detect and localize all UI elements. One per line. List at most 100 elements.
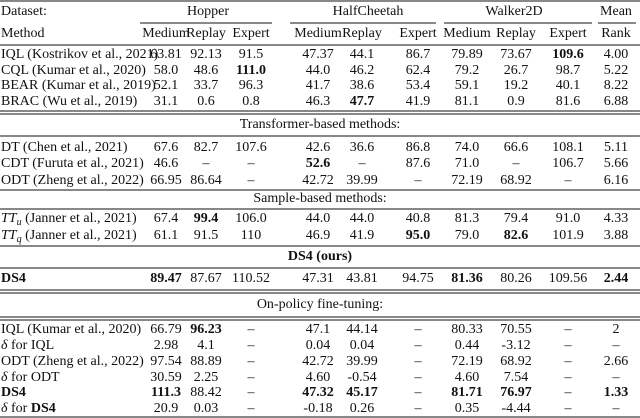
cell: 0.35 — [455, 401, 480, 416]
method-run: (Janner et al., 2021) — [22, 228, 137, 243]
method-run: BEAR (Kumar et al., 2019) — [1, 78, 156, 93]
cell: 73.67 — [500, 47, 532, 62]
cell: – — [414, 322, 423, 337]
cell: 74.0 — [455, 140, 480, 155]
cell: 39.99 — [346, 354, 378, 369]
column-label: Replay — [186, 26, 226, 41]
cell: 41.7 — [306, 78, 331, 93]
cell: – — [564, 401, 573, 416]
cell: 0.04 — [350, 338, 375, 353]
cell: 45.17 — [346, 385, 378, 400]
method-name: IQL (Kumar et al., 2020) — [1, 322, 142, 337]
cell: 111.3 — [151, 385, 181, 400]
cell: 3.88 — [604, 228, 629, 243]
group-name: Walker2D — [485, 4, 542, 19]
cell: – — [564, 354, 573, 369]
cell: 41.9 — [350, 228, 375, 243]
cell: 81.3 — [455, 211, 480, 226]
method-name: ODT (Zheng et al., 2022) — [1, 354, 144, 369]
cell: 106.7 — [552, 156, 584, 171]
method-run: δ — [1, 401, 8, 416]
cell: – — [612, 338, 621, 353]
cell: 1.33 — [604, 385, 629, 400]
cell: 101.9 — [552, 228, 584, 243]
method-name: DT (Chen et al., 2021) — [1, 140, 128, 155]
section-title: Transformer-based methods: — [240, 117, 401, 132]
cell: 0.04 — [306, 338, 331, 353]
method-name: TTq (Janner et al., 2021) — [1, 228, 137, 245]
cell: – — [247, 385, 256, 400]
cell: 97.54 — [150, 354, 182, 369]
cell: 71.0 — [455, 156, 480, 171]
method-name: DS4 — [1, 271, 26, 286]
cell: 44.1 — [350, 47, 375, 62]
method-run: q — [17, 234, 22, 245]
cell: 94.75 — [402, 271, 434, 286]
cell: 52.1 — [154, 78, 179, 93]
cell: – — [247, 370, 256, 385]
cell: – — [414, 385, 423, 400]
cell: 81.1 — [455, 94, 480, 109]
cell: – — [247, 322, 256, 337]
cell: 79.0 — [455, 228, 480, 243]
method-run: DS4 — [31, 401, 56, 416]
cell: 91.0 — [556, 211, 581, 226]
cell: 46.3 — [306, 94, 331, 109]
cell: 99.4 — [194, 211, 219, 226]
method-name: ODT (Zheng et al., 2022) — [1, 173, 144, 188]
column-label: Expert — [399, 26, 436, 41]
cell: 110 — [241, 228, 261, 243]
cell: 88.42 — [190, 385, 222, 400]
cell: 39.99 — [346, 173, 378, 188]
method-run: δ — [1, 370, 8, 385]
cell: 107.6 — [235, 140, 267, 155]
cell: 0.9 — [507, 94, 525, 109]
method-run: (Janner et al., 2021) — [22, 211, 137, 226]
method-run: IQL (Kumar et al., 2020) — [1, 322, 142, 337]
cell: 81.36 — [451, 271, 483, 286]
cell: 89.47 — [150, 271, 182, 286]
cell: 5.22 — [604, 63, 629, 78]
cell: 19.2 — [504, 78, 529, 93]
method-run: DT (Chen et al., 2021) — [1, 140, 128, 155]
column-label: Replay — [342, 26, 382, 41]
column-label: Medium — [142, 26, 190, 41]
cell: 8.22 — [604, 78, 629, 93]
cell: 96.3 — [239, 78, 264, 93]
method-run: DS4 — [1, 271, 26, 286]
method-run: BRAC (Wu et al., 2019) — [1, 94, 138, 109]
column-label: Medium — [443, 26, 491, 41]
cell: 87.6 — [406, 156, 431, 171]
cell: 0.44 — [455, 338, 480, 353]
cell: 66.6 — [504, 140, 529, 155]
cell: 91.5 — [239, 47, 264, 62]
method-run: for IQL — [8, 338, 55, 353]
cell: 42.72 — [302, 173, 334, 188]
cell: 47.7 — [350, 94, 375, 109]
cell: 33.7 — [194, 78, 219, 93]
cell: -0.18 — [303, 401, 332, 416]
cell: 86.8 — [406, 140, 431, 155]
method-name: δ for IQL — [1, 338, 54, 353]
cell: 31.1 — [154, 94, 179, 109]
cell: – — [202, 156, 211, 171]
cell: -4.44 — [501, 401, 530, 416]
cell: 2.44 — [604, 271, 629, 286]
cell: 81.6 — [556, 94, 581, 109]
column-label: Rank — [601, 26, 631, 41]
section-title: DS4 (ours) — [288, 249, 353, 264]
cell: 5.11 — [604, 140, 628, 155]
column-label: Expert — [232, 26, 269, 41]
cell: 109.56 — [549, 271, 588, 286]
method-name: δ for ODT — [1, 370, 60, 385]
cell: – — [247, 173, 256, 188]
cell: 4.00 — [604, 47, 629, 62]
cell: 40.1 — [556, 78, 581, 93]
cell: 111.0 — [236, 63, 266, 78]
cell: 86.7 — [406, 47, 431, 62]
column-label: Medium — [294, 26, 342, 41]
cell: 44.0 — [350, 211, 375, 226]
method-name: CQL (Kumar et al., 2020) — [1, 63, 146, 78]
